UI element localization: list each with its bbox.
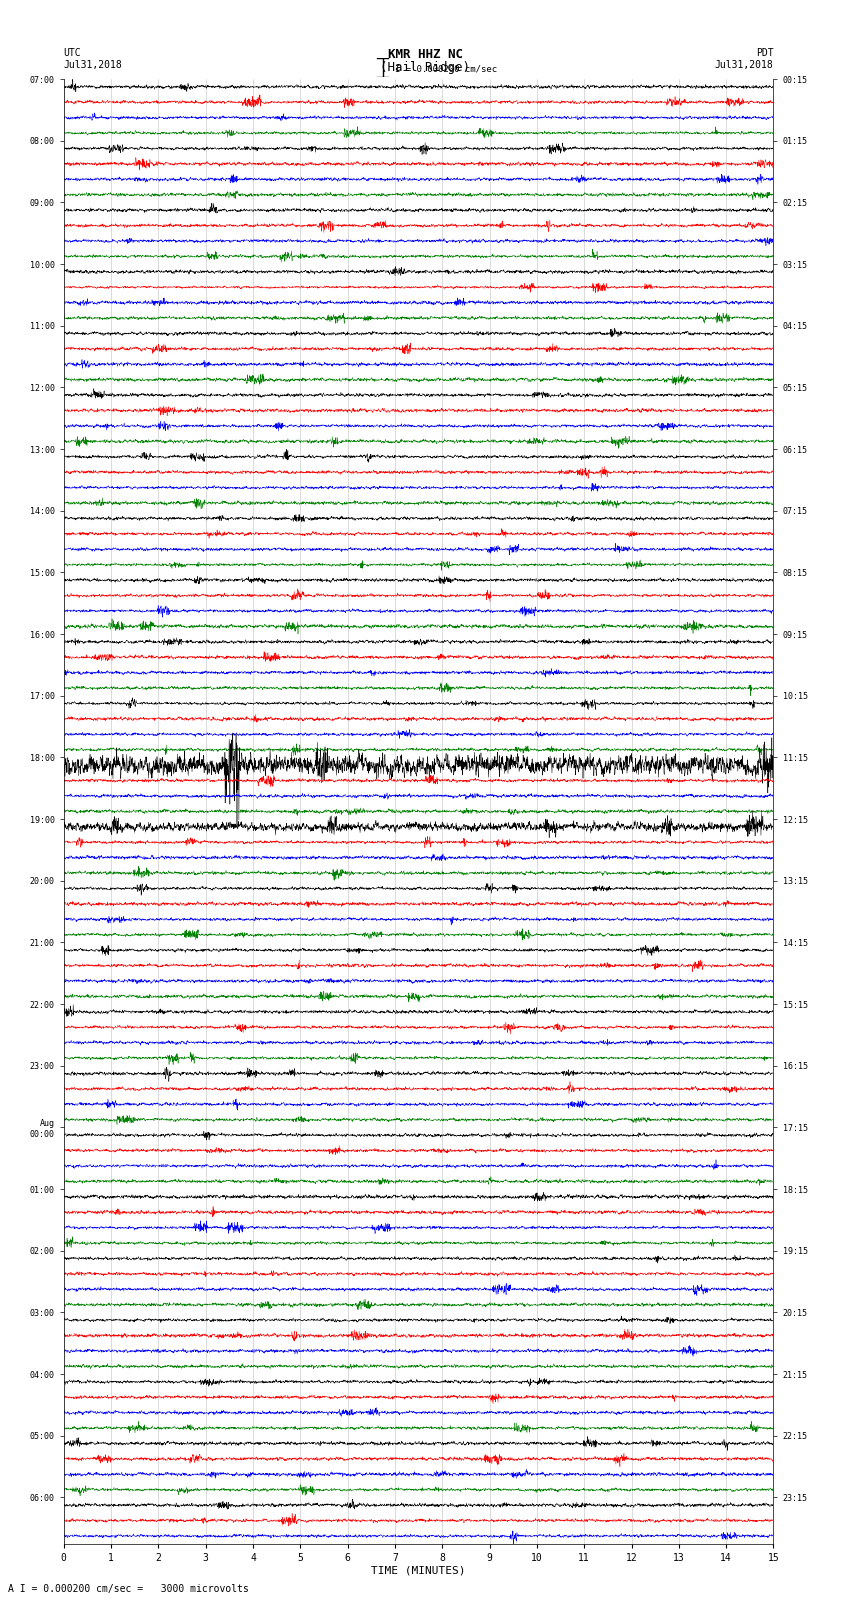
- Text: I = 0.000200 cm/sec: I = 0.000200 cm/sec: [395, 65, 497, 74]
- Text: PDT: PDT: [756, 48, 774, 58]
- Text: A I = 0.000200 cm/sec =   3000 microvolts: A I = 0.000200 cm/sec = 3000 microvolts: [8, 1584, 249, 1594]
- Text: (Hail Ridge): (Hail Ridge): [380, 61, 470, 74]
- X-axis label: TIME (MINUTES): TIME (MINUTES): [371, 1566, 466, 1576]
- Text: Jul31,2018: Jul31,2018: [715, 60, 774, 69]
- Text: KMR HHZ NC: KMR HHZ NC: [388, 48, 462, 61]
- Text: UTC: UTC: [64, 48, 82, 58]
- Text: Jul31,2018: Jul31,2018: [64, 60, 122, 69]
